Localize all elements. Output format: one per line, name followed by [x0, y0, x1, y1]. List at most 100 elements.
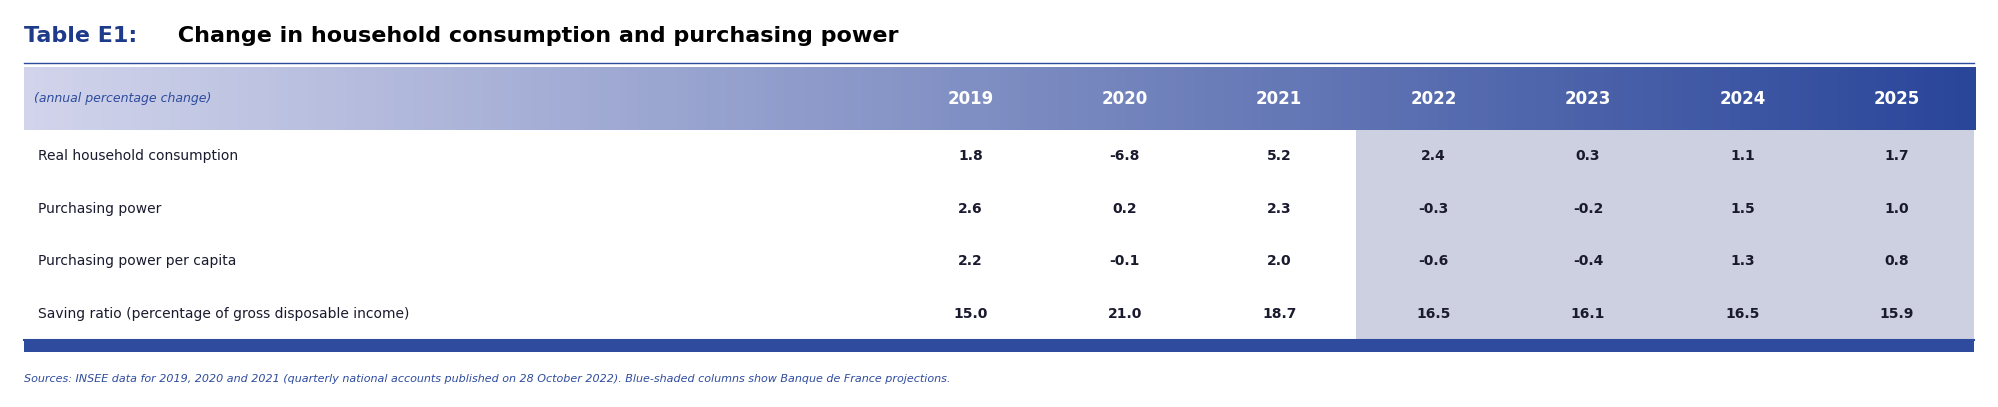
Text: 15.0: 15.0 — [953, 306, 987, 321]
Bar — [1331, 67, 1343, 130]
Text: 1.1: 1.1 — [1730, 149, 1754, 164]
Text: 2024: 2024 — [1718, 90, 1766, 108]
Text: -0.6: -0.6 — [1419, 254, 1449, 268]
Bar — [1203, 67, 1215, 130]
Bar — [356, 67, 368, 130]
Bar — [1379, 67, 1391, 130]
Bar — [1682, 67, 1692, 130]
Bar — [1357, 287, 1974, 340]
Text: -0.3: -0.3 — [1419, 202, 1449, 216]
Bar — [1934, 67, 1946, 130]
Text: 18.7: 18.7 — [1263, 306, 1297, 321]
Text: 1.7: 1.7 — [1884, 149, 1910, 164]
Bar — [1175, 67, 1187, 130]
Text: 1.3: 1.3 — [1730, 254, 1754, 268]
Bar — [424, 67, 436, 130]
Bar — [24, 67, 36, 130]
Bar — [775, 67, 787, 130]
Text: 2.4: 2.4 — [1421, 149, 1447, 164]
Text: 1.8: 1.8 — [957, 149, 983, 164]
Bar — [454, 67, 466, 130]
Bar — [1389, 67, 1401, 130]
Bar — [677, 67, 689, 130]
Bar — [64, 67, 74, 130]
Bar — [999, 67, 1011, 130]
Bar — [959, 67, 971, 130]
Bar — [72, 67, 84, 130]
Bar — [1954, 67, 1966, 130]
Bar — [1019, 67, 1031, 130]
Bar — [541, 67, 553, 130]
Bar — [1195, 67, 1205, 130]
Text: Purchasing power per capita: Purchasing power per capita — [38, 254, 236, 268]
Bar — [1526, 67, 1536, 130]
Bar — [531, 67, 543, 130]
Bar — [1357, 183, 1974, 235]
Bar — [1087, 67, 1099, 130]
Bar — [687, 67, 699, 130]
Bar — [1672, 67, 1684, 130]
Bar — [1361, 67, 1371, 130]
Bar — [82, 67, 94, 130]
Bar — [1506, 67, 1518, 130]
Bar — [404, 67, 416, 130]
Bar — [1419, 67, 1431, 130]
Bar — [122, 67, 134, 130]
Text: 0.3: 0.3 — [1576, 149, 1600, 164]
Bar — [1770, 67, 1780, 130]
Bar — [1077, 67, 1089, 130]
Bar — [1369, 67, 1381, 130]
Bar — [228, 67, 240, 130]
Bar — [220, 67, 230, 130]
Bar — [160, 67, 172, 130]
Bar — [1534, 67, 1546, 130]
Bar — [745, 67, 757, 130]
Bar — [951, 67, 961, 130]
Bar — [210, 67, 222, 130]
Bar — [24, 340, 1974, 352]
Bar — [725, 67, 737, 130]
Bar — [492, 67, 503, 130]
Bar — [1730, 67, 1742, 130]
Bar — [941, 67, 953, 130]
Bar — [1886, 67, 1898, 130]
Text: Real household consumption: Real household consumption — [38, 149, 238, 164]
Bar — [569, 67, 581, 130]
Text: Table E1:: Table E1: — [24, 26, 138, 46]
Bar — [1896, 67, 1908, 130]
Bar — [1311, 67, 1323, 130]
Bar — [989, 67, 1001, 130]
Bar — [278, 67, 290, 130]
Bar — [579, 67, 591, 130]
Bar — [1652, 67, 1664, 130]
Text: 21.0: 21.0 — [1107, 306, 1143, 321]
Text: 2019: 2019 — [947, 90, 993, 108]
Bar — [1544, 67, 1556, 130]
Bar — [1243, 67, 1255, 130]
Text: 2021: 2021 — [1257, 90, 1303, 108]
Text: 2.2: 2.2 — [957, 254, 983, 268]
Bar — [843, 67, 855, 130]
Bar — [1165, 67, 1177, 130]
Bar — [1632, 67, 1644, 130]
Bar — [707, 67, 717, 130]
Bar — [24, 235, 1974, 287]
Bar — [1808, 67, 1820, 130]
Bar — [1516, 67, 1528, 130]
Bar — [1838, 67, 1850, 130]
Bar — [394, 67, 406, 130]
Text: 15.9: 15.9 — [1880, 306, 1914, 321]
Text: Purchasing power: Purchasing power — [38, 202, 162, 216]
Bar — [1944, 67, 1956, 130]
Bar — [142, 67, 152, 130]
Bar — [1009, 67, 1021, 130]
Bar — [44, 67, 56, 130]
Bar — [102, 67, 114, 130]
Bar — [1487, 67, 1498, 130]
Bar — [238, 67, 250, 130]
Bar — [589, 67, 601, 130]
Bar — [1740, 67, 1752, 130]
Bar — [1467, 67, 1479, 130]
Bar — [150, 67, 162, 130]
Bar — [34, 67, 46, 130]
